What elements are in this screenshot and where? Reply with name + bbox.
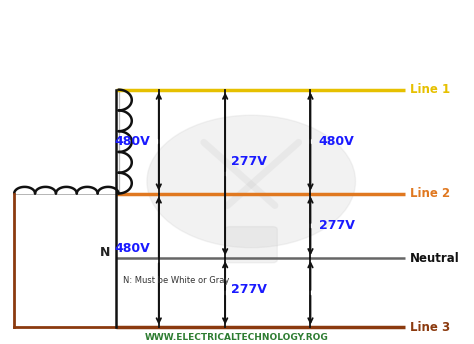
Text: 480V: 480V: [115, 242, 151, 255]
Text: 480V: 480V: [319, 135, 355, 148]
Text: 277V: 277V: [231, 155, 267, 169]
Text: Line 1: Line 1: [410, 83, 450, 96]
Text: 277V & 480, 1 & 3-Phase Supply Systems: 277V & 480, 1 & 3-Phase Supply Systems: [34, 12, 440, 31]
Text: WWW.ELECTRICALTECHNOLOGY.ROG: WWW.ELECTRICALTECHNOLOGY.ROG: [145, 333, 329, 343]
FancyBboxPatch shape: [225, 227, 277, 263]
Text: Neutral: Neutral: [410, 252, 460, 265]
Text: Line 3: Line 3: [410, 321, 450, 334]
Text: 277V: 277V: [319, 219, 355, 232]
Circle shape: [147, 115, 356, 248]
Text: 277V: 277V: [231, 283, 267, 296]
Text: Line 2: Line 2: [410, 187, 450, 200]
Text: N: Must be White or Gray: N: Must be White or Gray: [123, 276, 229, 285]
Text: 480V: 480V: [115, 135, 151, 148]
Text: N: N: [100, 246, 110, 259]
